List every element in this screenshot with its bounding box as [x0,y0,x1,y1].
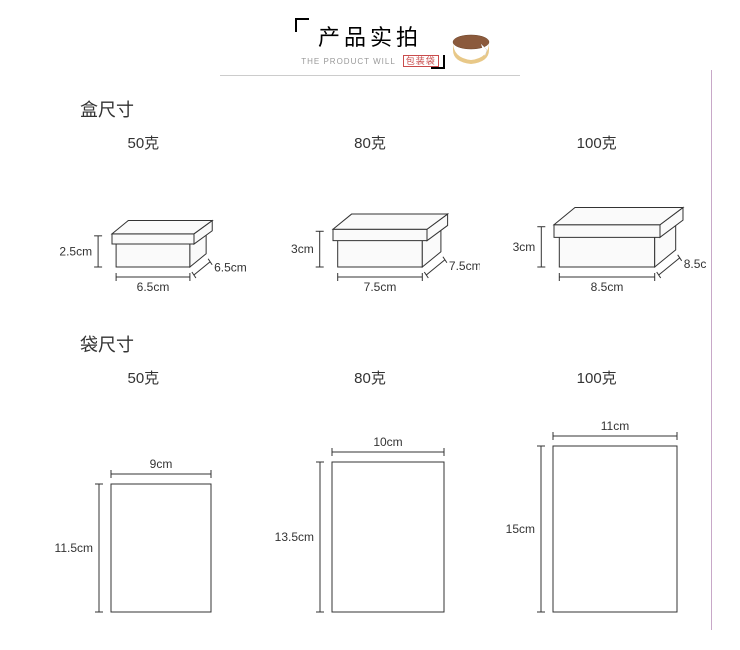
svg-text:3cm: 3cm [291,242,314,256]
boxes-section-title: 盒尺寸 [80,96,740,122]
svg-text:8.5cm: 8.5cm [683,257,706,271]
box-diagram: 3cm 8.5cm 8.5cm [487,163,707,303]
bag-cell: 50克 9cm 11.5cm [30,367,257,622]
box-cell: 50克 2.5cm 6.5cm 6.5cm [30,132,257,303]
boxes-row: 50克 2.5cm 6.5cm 6.5cm 80克 [0,132,740,303]
box-cell: 80克 3cm 7.5cm 7.5cm [257,132,484,303]
bags-row: 50克 9cm 11.5cm 80克 10cm 13.5cm 100克 11cm [0,367,740,622]
svg-text:15cm: 15cm [505,522,534,536]
header-inner: 产品实拍 THE PRODUCT WILL 包装袋 [301,20,438,67]
title-en: THE PRODUCT WILL [301,57,395,66]
svg-text:8.5cm: 8.5cm [590,280,623,294]
svg-text:6.5cm: 6.5cm [214,261,247,275]
right-edge-line [711,70,712,630]
svg-text:13.5cm: 13.5cm [275,530,314,544]
bags-section-title: 袋尺寸 [80,331,740,357]
bag-diagram: 9cm 11.5cm [33,412,253,622]
box-diagram: 3cm 7.5cm 7.5cm [260,163,480,303]
header-divider [220,75,520,76]
box-cell: 100克 3cm 8.5cm 8.5cm [483,132,710,303]
svg-text:2.5cm: 2.5cm [60,244,93,258]
header: 产品实拍 THE PRODUCT WILL 包装袋 [0,0,740,76]
bag-cell: 100克 11cm 15cm [483,367,710,622]
bag-weight-label: 50克 [30,367,257,388]
svg-text:9cm: 9cm [150,457,173,471]
box-weight-label: 80克 [257,132,484,153]
title-cn: 产品实拍 [301,20,438,52]
cake-icon [449,28,493,68]
svg-text:3cm: 3cm [512,240,535,254]
svg-text:10cm: 10cm [373,435,402,449]
bag-cell: 80克 10cm 13.5cm [257,367,484,622]
title-sub: THE PRODUCT WILL 包装袋 [301,54,438,67]
bag-weight-label: 80克 [257,367,484,388]
corner-tl-decor [295,18,309,32]
corner-br-decor [431,55,445,69]
box-diagram: 2.5cm 6.5cm 6.5cm [33,163,253,303]
bag-weight-label: 100克 [483,367,710,388]
svg-text:11cm: 11cm [600,419,628,433]
svg-text:6.5cm: 6.5cm [137,280,170,294]
bag-diagram: 11cm 15cm [487,412,707,622]
box-weight-label: 100克 [483,132,710,153]
bag-diagram: 10cm 13.5cm [260,412,480,622]
box-weight-label: 50克 [30,132,257,153]
svg-text:11.5cm: 11.5cm [55,541,93,555]
svg-text:7.5cm: 7.5cm [364,280,397,294]
svg-text:7.5cm: 7.5cm [449,259,480,273]
